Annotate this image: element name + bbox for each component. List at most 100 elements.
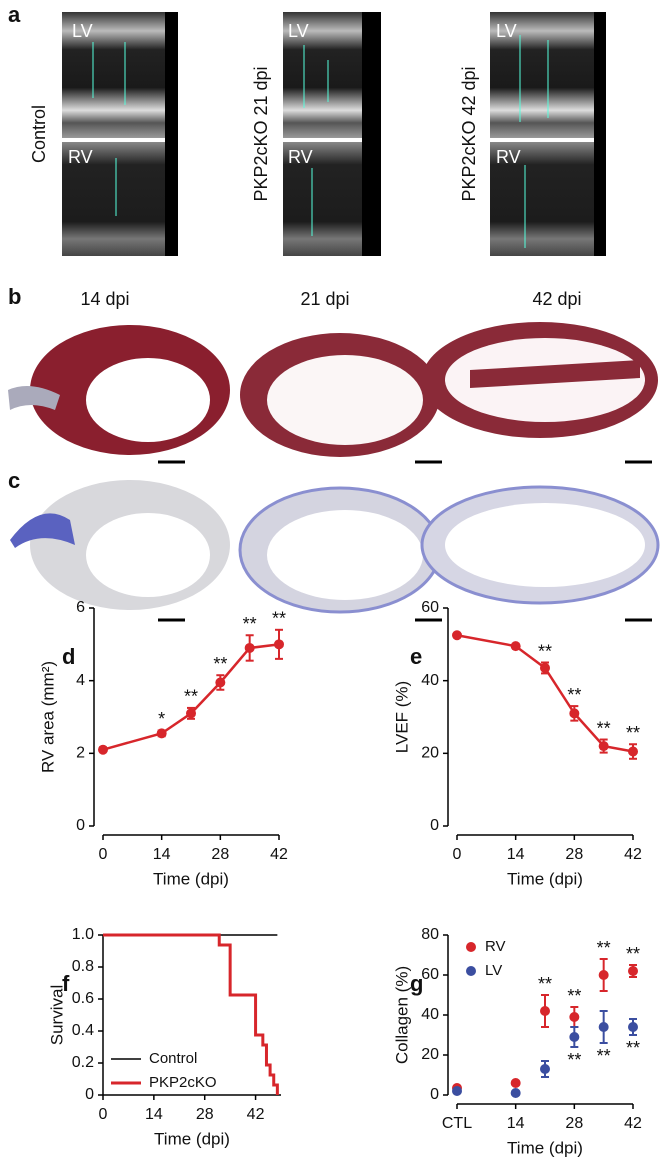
y-tick-label: 6 [76, 599, 85, 616]
echo-column: LV RV PKP2cKO 42 dpi [459, 12, 606, 256]
view-label: RV [68, 147, 93, 167]
legend-label: LV [485, 962, 502, 979]
point [598, 741, 609, 752]
column-label: 14 dpi [80, 289, 129, 309]
view-label: RV [288, 147, 313, 167]
y-tick-label: 0.8 [72, 958, 94, 975]
lumen [86, 513, 210, 597]
legend-label: PKP2cKO [149, 1074, 217, 1091]
histology [10, 480, 660, 622]
tissue [8, 386, 60, 410]
significance: ** [213, 654, 227, 674]
y-tick-label: 40 [421, 672, 439, 689]
x-axis-label: Time (dpi) [154, 1129, 230, 1148]
view-label: LV [288, 21, 309, 41]
echo-column: LV RV PKP2cKO 21 dpi [251, 12, 381, 256]
legend-label: RV [485, 938, 506, 955]
significance: ** [626, 723, 640, 743]
y-tick-label: 0.6 [72, 990, 94, 1007]
y-tick-label: 40 [421, 1006, 439, 1023]
panel-label: f [62, 971, 70, 996]
significance: ** [272, 609, 286, 629]
y-tick-label: 1.0 [72, 926, 94, 943]
y-tick-label: 0 [76, 817, 85, 834]
significance: ** [567, 685, 581, 705]
echo-image [490, 142, 606, 256]
x-tick-label: 0 [99, 1106, 108, 1123]
fibrosis [10, 513, 75, 548]
point [569, 1012, 580, 1022]
point [98, 744, 108, 755]
echo-column: LV RV Control [29, 12, 178, 256]
x-tick-label: 42 [624, 846, 642, 863]
point [569, 1032, 580, 1042]
x-tick-label: 28 [565, 1115, 583, 1132]
echo-image [62, 12, 178, 138]
echo-scale [362, 12, 381, 256]
x-tick-label: 28 [211, 846, 229, 863]
significance: ** [597, 1046, 611, 1066]
x-tick-label: 42 [624, 1115, 642, 1132]
significance: ** [538, 641, 552, 661]
y-axis-label: RV area (mm²) [38, 661, 57, 773]
significance: ** [243, 614, 257, 634]
y-tick-label: 0 [430, 1086, 439, 1103]
point [274, 639, 284, 650]
echo-scale [594, 12, 606, 256]
x-tick-label: 14 [145, 1106, 163, 1123]
x-tick-label: 14 [507, 1115, 525, 1132]
x-tick-label: 14 [153, 846, 171, 863]
view-label: LV [72, 21, 93, 41]
y-tick-label: 0 [85, 1086, 94, 1103]
legend-label: Control [149, 1050, 197, 1067]
point [628, 746, 638, 757]
x-tick-label: 14 [507, 846, 525, 863]
column-label: 42 dpi [532, 289, 581, 309]
lumen [267, 510, 423, 600]
row-label: Control [29, 105, 49, 163]
point [598, 1022, 609, 1032]
significance: ** [626, 1038, 640, 1058]
y-tick-label: 4 [76, 672, 85, 689]
x-axis-label: Time (dpi) [507, 869, 583, 888]
lumen [445, 503, 645, 587]
point [215, 677, 226, 688]
y-tick-label: 80 [421, 926, 439, 943]
point [540, 662, 550, 673]
echo-image [62, 142, 178, 256]
point [452, 1086, 462, 1096]
y-tick-label: 2 [76, 745, 85, 762]
point [156, 728, 167, 739]
panel-label: e [410, 644, 422, 669]
x-tick-label: 0 [453, 846, 462, 863]
y-axis-label: Survival [47, 985, 66, 1045]
point [452, 630, 462, 641]
y-axis-label: LVEF (%) [392, 681, 411, 753]
x-axis-label: Time (dpi) [507, 1138, 583, 1157]
panel-label: a [8, 2, 21, 27]
x-tick-label: CTL [442, 1115, 472, 1132]
point [510, 1088, 521, 1098]
point [510, 1078, 521, 1088]
point [540, 1006, 550, 1016]
y-tick-label: 20 [421, 745, 439, 762]
tissue [470, 360, 640, 388]
x-axis-label: Time (dpi) [153, 869, 229, 888]
panel-label: g [410, 971, 423, 996]
y-tick-label: 60 [421, 966, 439, 983]
histology [8, 322, 658, 464]
point [186, 708, 196, 719]
row-label: PKP2cKO 21 dpi [251, 66, 271, 201]
x-tick-label: 28 [565, 846, 583, 863]
survival-curve [103, 933, 279, 1095]
point [244, 642, 255, 653]
view-label: LV [496, 21, 517, 41]
point [598, 970, 609, 980]
panel-label: d [62, 644, 75, 669]
lumen [267, 355, 423, 445]
y-tick-label: 20 [421, 1046, 439, 1063]
lumen [86, 358, 210, 442]
column-label: 21 dpi [300, 289, 349, 309]
point [628, 966, 638, 976]
